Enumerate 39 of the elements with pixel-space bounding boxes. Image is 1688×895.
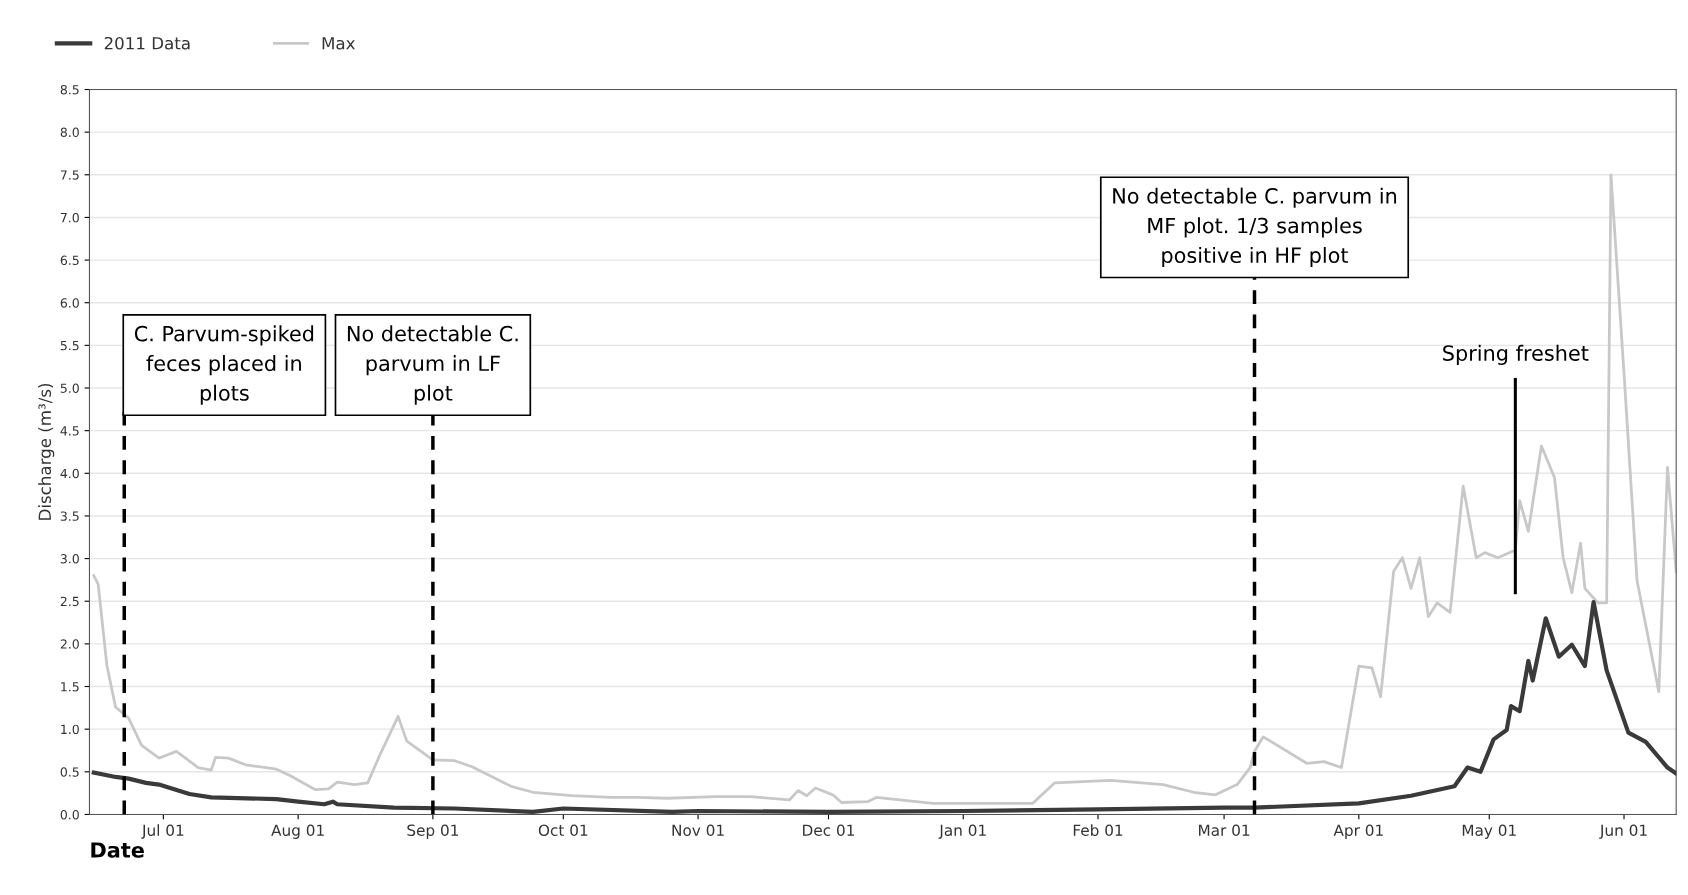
x-tick-label: Jun 01: [1599, 824, 1647, 839]
y-tick-label: 4.5: [60, 426, 79, 436]
y-tick-label: 8.5: [60, 84, 79, 95]
x-tick-label: Feb 01: [1073, 824, 1123, 836]
x-tick-label: Mar 01: [1199, 824, 1250, 836]
line-series: [92, 173, 1677, 805]
y-tick-label: 4.0: [60, 468, 79, 479]
y-tick-label: 8.0: [60, 127, 79, 138]
y-axis-title: Discharge (m³/s): [38, 383, 55, 520]
x-tick-label: Jul 01: [141, 824, 184, 839]
ref-line-label: C. Parvum-spiked feces placed in plots: [134, 325, 314, 405]
y-tick-label: 3.0: [60, 554, 79, 564]
x-axis-title: Date: [91, 842, 144, 858]
y-tick-label: 2.5: [60, 596, 79, 607]
x-tick-label: May 01: [1462, 824, 1516, 839]
x-tick-label: Aug 01: [271, 824, 324, 839]
x-tick-label: Dec 01: [803, 824, 854, 836]
ref-line-label: No detectable C. parvum in MF plot. 1/3 samples positive in HF plot: [1113, 187, 1397, 268]
y-tick-label: 7.0: [60, 212, 79, 223]
y-tick-label: 2.0: [60, 639, 79, 649]
y-tick-label: 1.5: [61, 682, 79, 692]
legend-label: 2011 Data: [104, 36, 190, 50]
y-tick-label: 5.5: [60, 341, 79, 351]
x-tick-label: Sep 01: [407, 824, 459, 839]
y-tick-label: 0.0: [60, 809, 79, 820]
y-tick-label: 6.0: [60, 298, 79, 308]
y-tick-label: 5.0: [60, 383, 79, 393]
y-tick-label: 0.5: [60, 767, 79, 777]
x-tick-label: Oct 01: [538, 824, 588, 836]
x-tick-label: Jan 01: [938, 824, 986, 839]
legend-label: Max: [322, 37, 355, 50]
ref-line-label: No detectable C. parvum in LF plot: [347, 325, 518, 405]
y-tick-label: 7.5: [60, 170, 79, 180]
ref-line-label: Spring freshet: [1443, 344, 1589, 365]
x-tick-label: Apr 01: [1333, 824, 1383, 839]
y-tick-label: 3.5: [60, 511, 79, 521]
x-tick-label: Nov 01: [672, 824, 724, 836]
y-tick-label: 6.5: [60, 255, 79, 265]
y-tick-label: 1.0: [61, 724, 79, 735]
